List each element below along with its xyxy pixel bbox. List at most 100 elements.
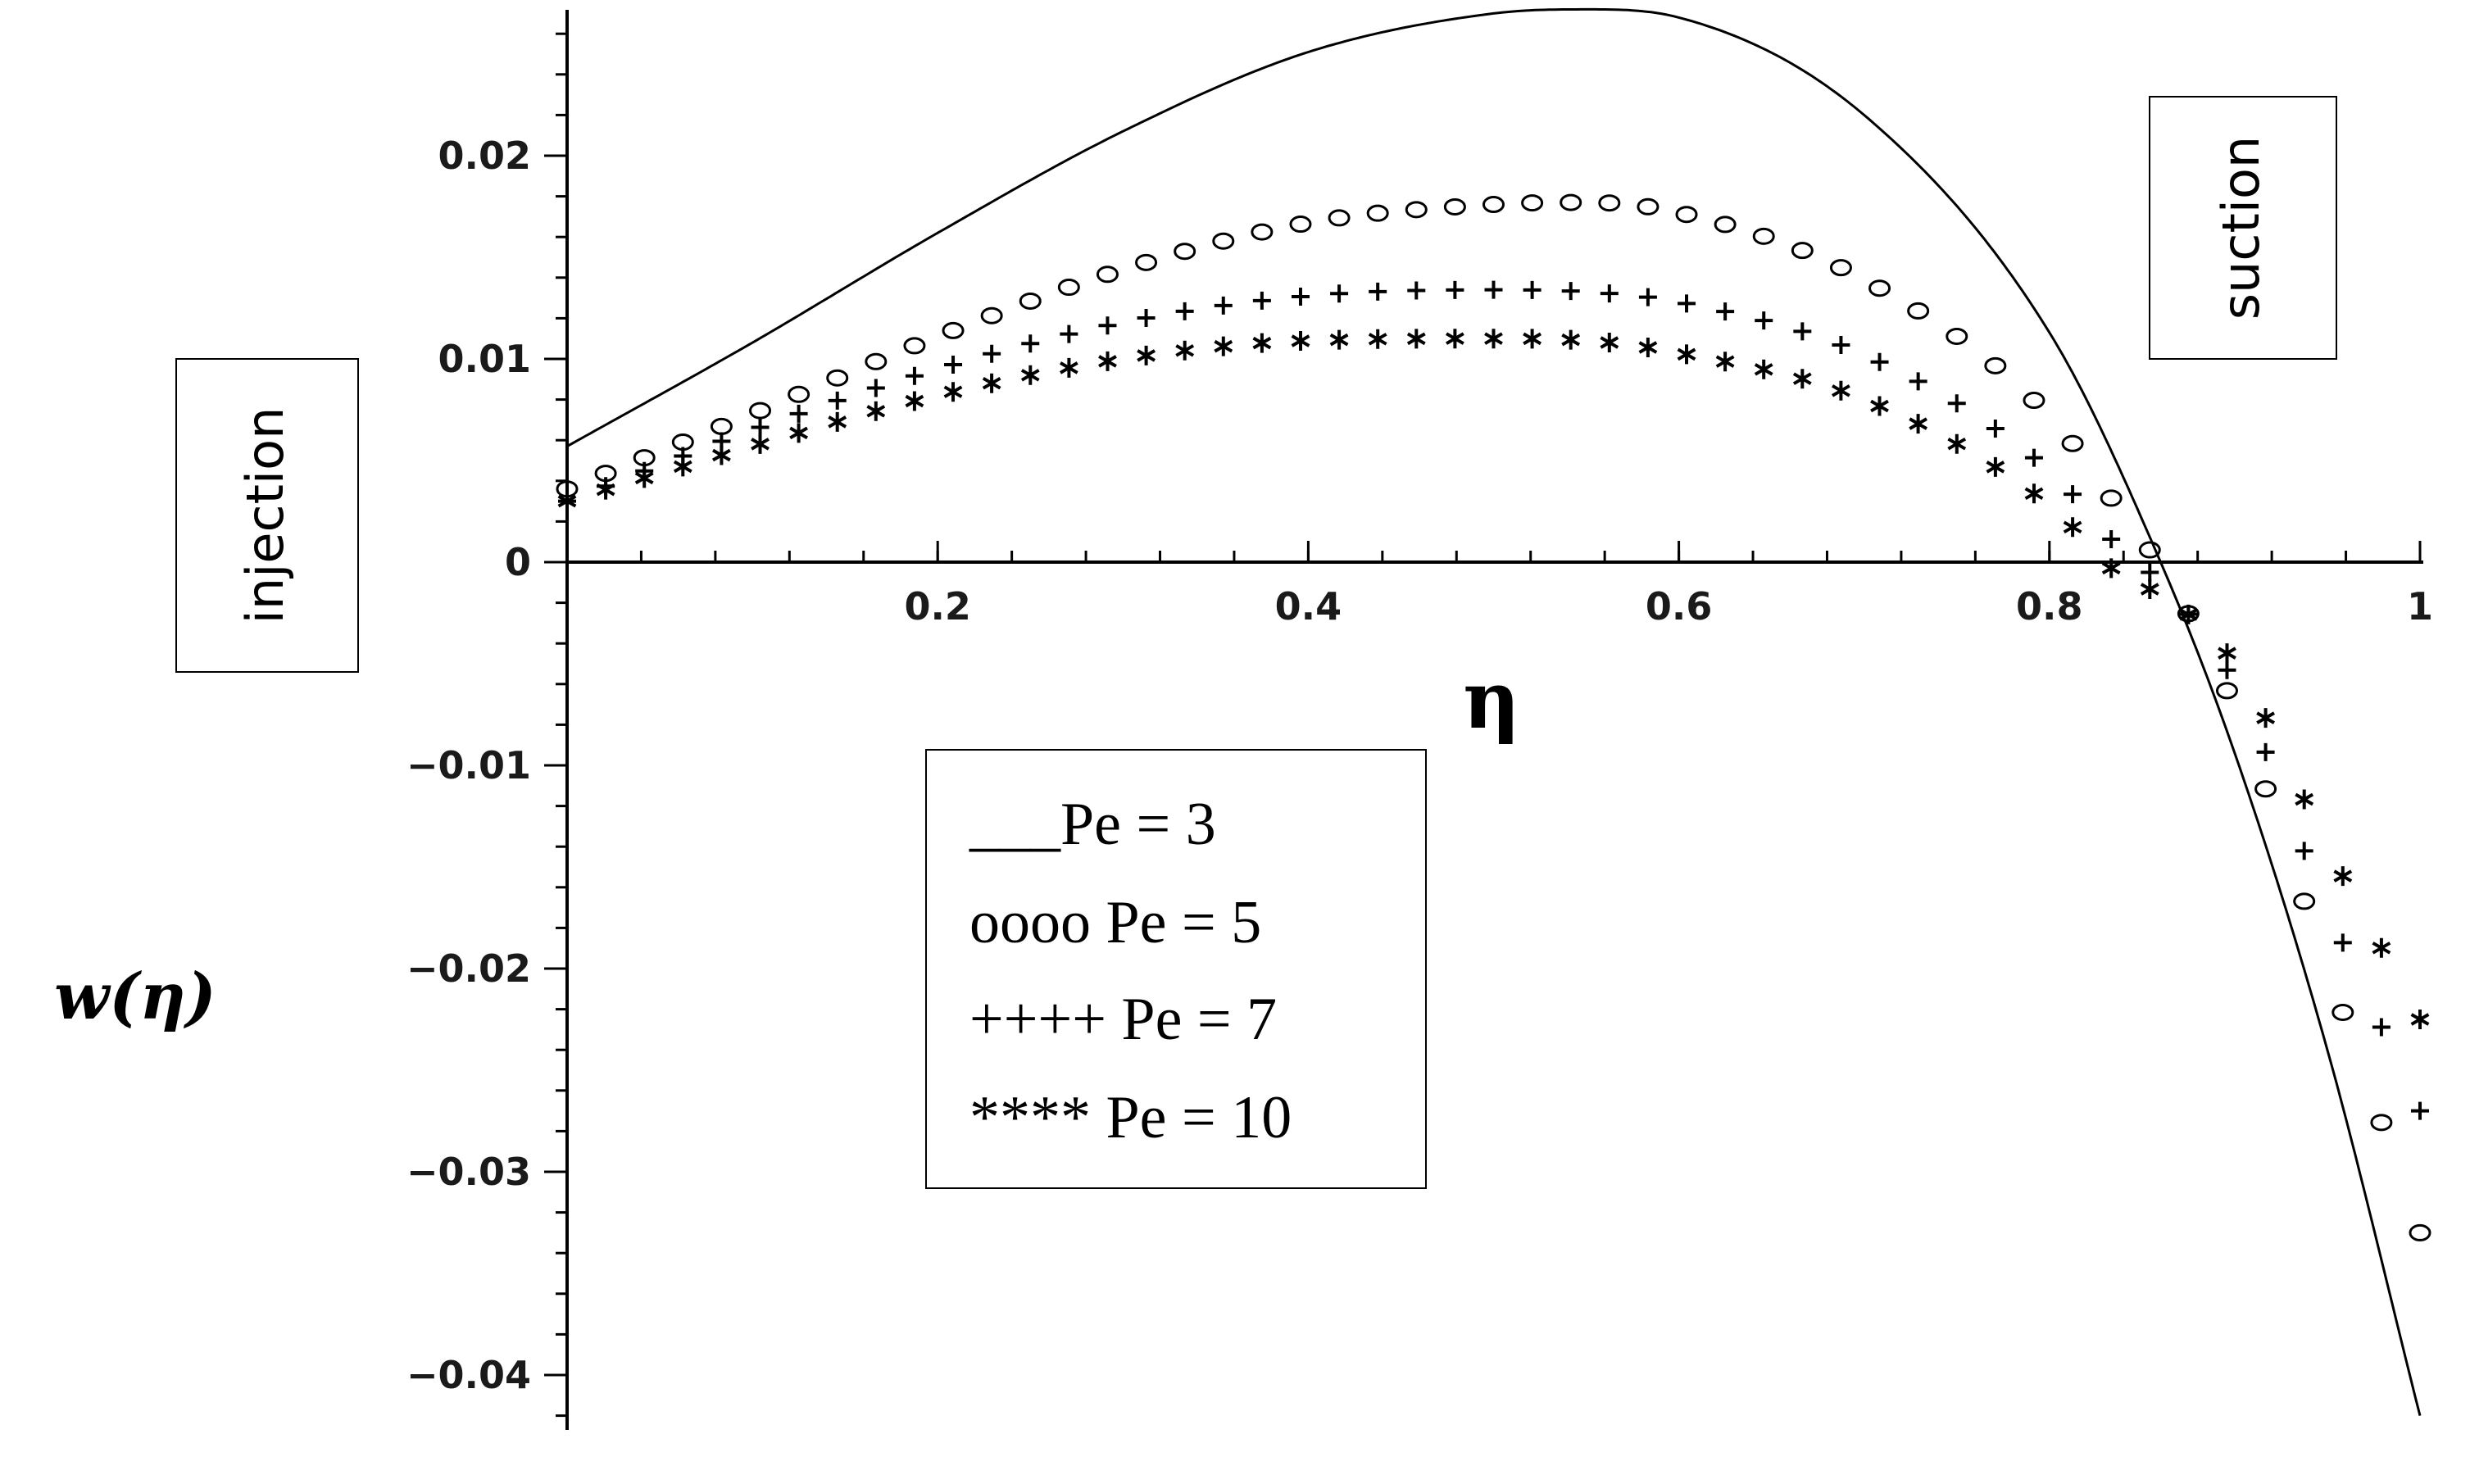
legend-box bbox=[925, 749, 1427, 1189]
data-point-star bbox=[1638, 338, 1658, 357]
injection-box: injection bbox=[175, 358, 359, 673]
y-axis-title: w(η) bbox=[54, 960, 216, 1034]
data-point-circle bbox=[2370, 1114, 2393, 1132]
data-point-plus bbox=[1600, 284, 1619, 303]
data-point-plus bbox=[1446, 280, 1464, 299]
data-point-star bbox=[1175, 340, 1195, 361]
data-point-circle bbox=[788, 385, 810, 403]
data-point-star bbox=[1214, 336, 1233, 356]
data-point-plus bbox=[983, 344, 1001, 363]
data-point-plus bbox=[2295, 842, 2313, 860]
data-point-circle bbox=[1212, 232, 1235, 250]
data-point-circle bbox=[1366, 204, 1389, 222]
series-pe-3 bbox=[566, 7, 2422, 1416]
y-tick-label: −0.01 bbox=[406, 743, 531, 787]
data-point-star bbox=[828, 411, 847, 432]
data-point-star bbox=[2024, 483, 2044, 504]
data-point-plus bbox=[1870, 352, 1889, 371]
series-line bbox=[566, 7, 2422, 1416]
data-point-plus bbox=[1986, 420, 2005, 438]
data-point-plus bbox=[1832, 336, 1850, 355]
data-point-star bbox=[1020, 365, 1040, 385]
data-point-star bbox=[1446, 329, 1464, 349]
data-point-star bbox=[1484, 329, 1503, 349]
data-point-plus bbox=[1523, 280, 1541, 299]
x-tick-label: 0.4 bbox=[1275, 584, 1342, 629]
legend-entry-pe3: ___Pe = 3 bbox=[969, 791, 1216, 858]
data-point-star bbox=[1406, 329, 1426, 349]
data-point-circle bbox=[1907, 302, 1930, 320]
data-point-plus bbox=[1330, 284, 1349, 303]
data-point-star bbox=[1947, 433, 1967, 454]
suction-label: suction bbox=[2211, 136, 2271, 320]
data-point-circle bbox=[1174, 243, 1196, 261]
data-point-plus bbox=[1369, 282, 1387, 301]
data-point-circle bbox=[1675, 206, 1698, 224]
series-pe-5 bbox=[556, 193, 2431, 1241]
data-point-circle bbox=[2293, 892, 2316, 910]
data-point-plus bbox=[1716, 302, 1735, 321]
data-point-star bbox=[712, 445, 731, 465]
data-point-plus bbox=[751, 418, 770, 437]
legend-entry-pe7: ++++ Pe = 7 bbox=[969, 986, 1277, 1053]
data-point-plus bbox=[1909, 372, 1927, 391]
data-point-circle bbox=[1328, 209, 1351, 227]
data-point-star bbox=[2256, 708, 2275, 728]
data-point-circle bbox=[865, 352, 888, 370]
data-point-star bbox=[1059, 357, 1078, 378]
data-point-circle bbox=[1791, 242, 1814, 260]
data-point-plus bbox=[1252, 291, 1271, 310]
data-point-circle bbox=[1289, 216, 1312, 234]
data-point-circle bbox=[749, 402, 772, 420]
data-point-star bbox=[634, 468, 654, 488]
data-point-circle bbox=[1752, 227, 1775, 245]
data-point-circle bbox=[2215, 682, 2238, 700]
data-point-plus bbox=[1175, 302, 1194, 320]
data-point-plus bbox=[1214, 296, 1233, 315]
data-point-star bbox=[1137, 345, 1156, 365]
data-point-circle bbox=[2061, 434, 2084, 452]
data-point-circle bbox=[1946, 327, 1968, 345]
data-point-plus bbox=[2024, 448, 2043, 467]
data-point-star bbox=[866, 401, 886, 421]
data-point-circle bbox=[1984, 356, 2007, 374]
data-point-plus bbox=[1793, 322, 1812, 341]
legend-entry-pe5: oooo Pe = 5 bbox=[969, 889, 1261, 956]
legend: ___Pe = 3 oooo Pe = 5 ++++ Pe = 7 **** P… bbox=[925, 749, 1427, 1189]
data-point-plus bbox=[789, 404, 808, 423]
data-point-circle bbox=[710, 417, 733, 435]
data-point-star bbox=[1754, 359, 1773, 379]
data-point-plus bbox=[2141, 563, 2159, 582]
data-point-star bbox=[1832, 380, 1850, 401]
x-axis-title: η bbox=[1463, 654, 1520, 747]
data-point-circle bbox=[1057, 279, 1080, 297]
data-point-plus bbox=[944, 355, 963, 374]
data-point-plus bbox=[2333, 933, 2352, 952]
y-tick-label: −0.02 bbox=[406, 946, 531, 991]
data-point-star bbox=[2101, 558, 2121, 579]
data-point-circle bbox=[2138, 541, 2161, 559]
data-point-plus bbox=[1638, 288, 1657, 306]
data-point-circle bbox=[942, 321, 965, 339]
data-point-star bbox=[596, 479, 615, 500]
data-point-star bbox=[1870, 396, 1889, 416]
data-point-circle bbox=[2023, 392, 2045, 410]
y-tick-label: 0 bbox=[505, 540, 531, 584]
data-point-star bbox=[1368, 329, 1387, 349]
legend-entry-pe10: **** Pe = 10 bbox=[969, 1084, 1292, 1151]
data-point-plus bbox=[2372, 1018, 2391, 1037]
data-point-star bbox=[1677, 344, 1696, 365]
data-point-plus bbox=[1678, 294, 1696, 313]
data-point-plus bbox=[1291, 287, 1310, 306]
data-point-star bbox=[1715, 352, 1735, 372]
x-tick-label: 0.2 bbox=[904, 584, 971, 629]
data-point-circle bbox=[1521, 194, 1544, 212]
data-point-star bbox=[2179, 604, 2198, 624]
data-point-plus bbox=[1137, 308, 1156, 327]
suction-box: suction bbox=[2149, 96, 2337, 360]
data-point-star bbox=[1523, 329, 1541, 349]
data-point-circle bbox=[1868, 279, 1891, 297]
data-point-star bbox=[2218, 643, 2236, 664]
data-point-star bbox=[905, 391, 924, 411]
